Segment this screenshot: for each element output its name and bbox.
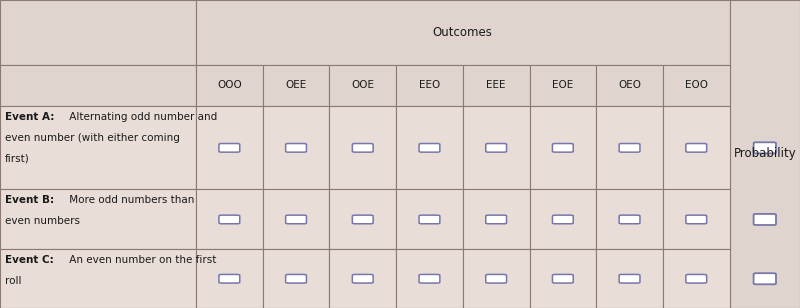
- Bar: [596, 189, 663, 249]
- Bar: [262, 249, 330, 308]
- FancyBboxPatch shape: [619, 274, 640, 283]
- Bar: [530, 189, 596, 249]
- Bar: [196, 65, 262, 106]
- Bar: [596, 106, 663, 189]
- Bar: [663, 106, 730, 189]
- Bar: [0, 65, 196, 106]
- FancyBboxPatch shape: [754, 214, 776, 225]
- Text: More odd numbers than: More odd numbers than: [66, 195, 194, 205]
- Text: Event B:: Event B:: [5, 195, 54, 205]
- Bar: [262, 189, 330, 249]
- Bar: [530, 106, 596, 189]
- Text: Probability: Probability: [734, 148, 796, 160]
- FancyBboxPatch shape: [619, 144, 640, 152]
- Bar: [196, 249, 262, 308]
- Bar: [663, 189, 730, 249]
- FancyBboxPatch shape: [486, 274, 506, 283]
- Bar: [530, 65, 596, 106]
- Bar: [330, 249, 396, 308]
- Bar: [262, 65, 330, 106]
- Bar: [330, 65, 396, 106]
- Bar: [330, 106, 396, 189]
- FancyBboxPatch shape: [219, 144, 240, 152]
- Text: OEO: OEO: [618, 80, 641, 91]
- FancyBboxPatch shape: [486, 144, 506, 152]
- Text: OOE: OOE: [351, 80, 374, 91]
- FancyBboxPatch shape: [219, 274, 240, 283]
- Text: OOO: OOO: [217, 80, 242, 91]
- FancyBboxPatch shape: [619, 215, 640, 224]
- FancyBboxPatch shape: [419, 144, 440, 152]
- Bar: [596, 249, 663, 308]
- Text: An even number on the first: An even number on the first: [66, 255, 216, 265]
- Bar: [196, 189, 262, 249]
- Bar: [262, 106, 330, 189]
- Bar: [396, 106, 462, 189]
- FancyBboxPatch shape: [286, 274, 306, 283]
- FancyBboxPatch shape: [553, 215, 574, 224]
- FancyBboxPatch shape: [286, 144, 306, 152]
- Bar: [0, 189, 196, 249]
- Bar: [530, 249, 596, 308]
- FancyBboxPatch shape: [419, 274, 440, 283]
- Bar: [0, 249, 196, 308]
- Bar: [663, 249, 730, 308]
- Text: EOO: EOO: [685, 80, 708, 91]
- FancyBboxPatch shape: [352, 274, 373, 283]
- Bar: [396, 65, 462, 106]
- Bar: [196, 106, 262, 189]
- Text: EOE: EOE: [552, 80, 574, 91]
- Bar: [196, 0, 730, 65]
- Text: first): first): [5, 154, 30, 164]
- Text: Event C:: Event C:: [5, 255, 54, 265]
- FancyBboxPatch shape: [219, 215, 240, 224]
- FancyBboxPatch shape: [352, 215, 373, 224]
- FancyBboxPatch shape: [419, 215, 440, 224]
- FancyBboxPatch shape: [352, 144, 373, 152]
- Bar: [0, 0, 196, 65]
- Text: roll: roll: [5, 276, 22, 286]
- Bar: [663, 65, 730, 106]
- FancyBboxPatch shape: [754, 142, 776, 153]
- Bar: [462, 189, 530, 249]
- FancyBboxPatch shape: [686, 215, 706, 224]
- Bar: [462, 249, 530, 308]
- Text: EEO: EEO: [419, 80, 440, 91]
- Bar: [396, 189, 462, 249]
- Text: Alternating odd number and: Alternating odd number and: [66, 112, 217, 122]
- Text: Outcomes: Outcomes: [433, 26, 493, 39]
- Bar: [596, 65, 663, 106]
- FancyBboxPatch shape: [754, 273, 776, 284]
- Text: even numbers: even numbers: [5, 216, 80, 226]
- Text: Event A:: Event A:: [5, 112, 54, 122]
- Text: OEE: OEE: [286, 80, 306, 91]
- FancyBboxPatch shape: [686, 144, 706, 152]
- Text: EEE: EEE: [486, 80, 506, 91]
- Bar: [462, 65, 530, 106]
- FancyBboxPatch shape: [686, 274, 706, 283]
- Bar: [330, 189, 396, 249]
- Text: even number (with either coming: even number (with either coming: [5, 133, 180, 143]
- Bar: [396, 249, 462, 308]
- Bar: [462, 106, 530, 189]
- FancyBboxPatch shape: [553, 144, 574, 152]
- FancyBboxPatch shape: [486, 215, 506, 224]
- FancyBboxPatch shape: [286, 215, 306, 224]
- Bar: [0, 106, 196, 189]
- Bar: [730, 0, 800, 308]
- FancyBboxPatch shape: [553, 274, 574, 283]
